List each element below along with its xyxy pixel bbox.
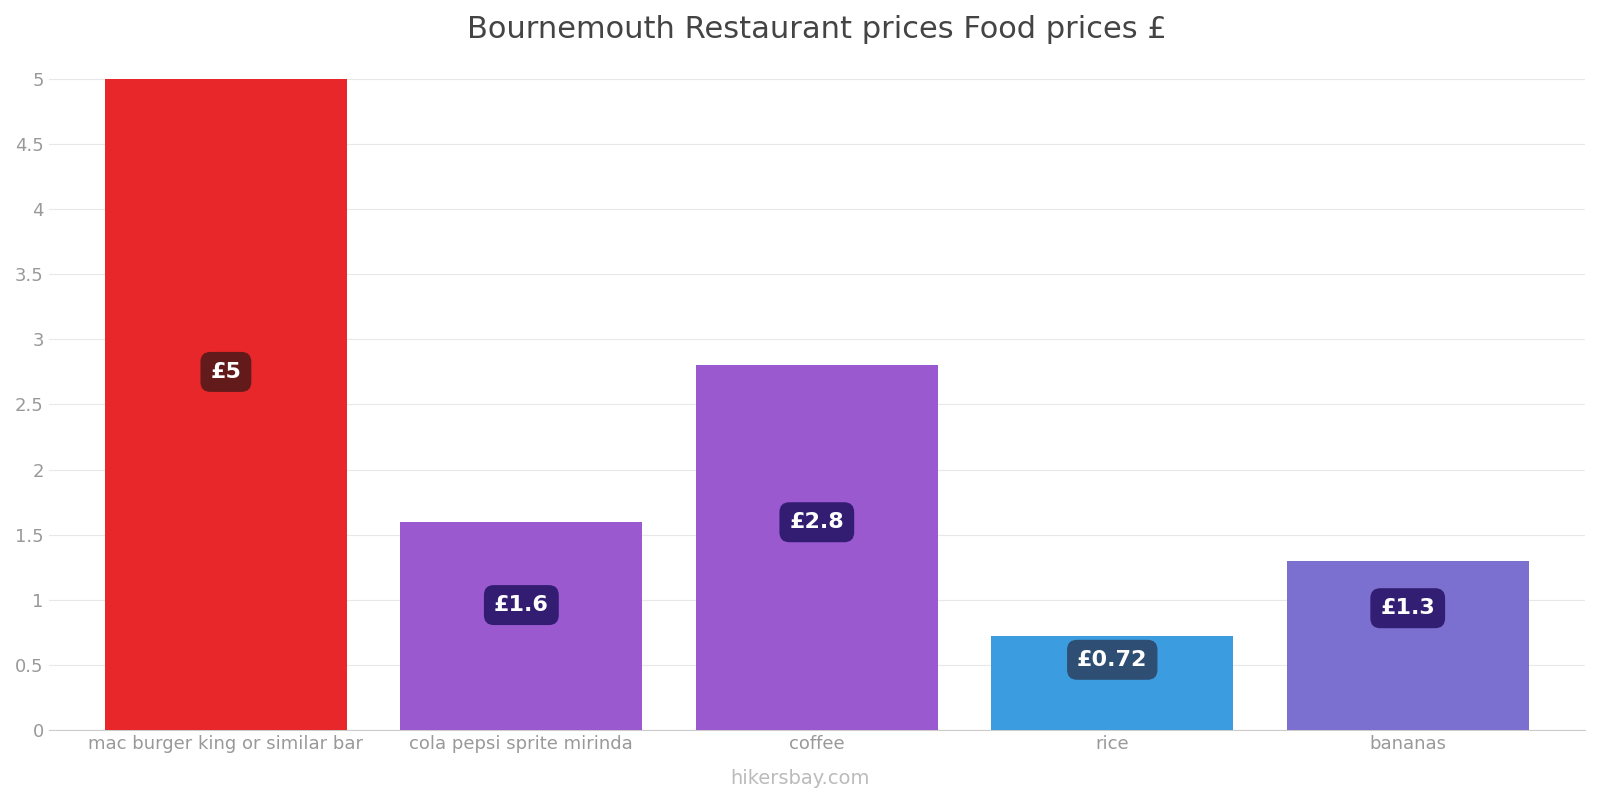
Title: Bournemouth Restaurant prices Food prices £: Bournemouth Restaurant prices Food price… xyxy=(467,15,1166,44)
Bar xyxy=(1286,561,1530,730)
Bar xyxy=(104,79,347,730)
Text: £5: £5 xyxy=(211,362,242,382)
Text: £1.3: £1.3 xyxy=(1381,598,1435,618)
Text: £2.8: £2.8 xyxy=(789,512,845,532)
Bar xyxy=(696,366,938,730)
Text: hikersbay.com: hikersbay.com xyxy=(730,769,870,788)
Bar xyxy=(400,522,643,730)
Text: £0.72: £0.72 xyxy=(1077,650,1147,670)
Text: £1.6: £1.6 xyxy=(494,595,549,615)
Bar xyxy=(990,636,1234,730)
